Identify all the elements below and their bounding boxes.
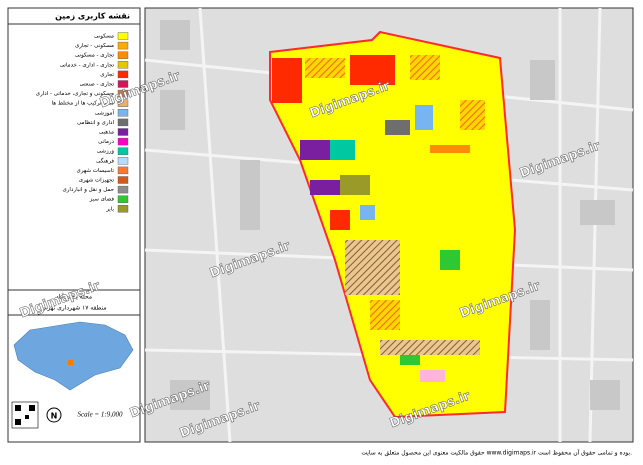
footer: حقوق مالکیت معنوی این محصول متعلق به سای… [361, 448, 632, 457]
legend-swatch [117, 89, 129, 98]
legend-swatch [117, 137, 129, 146]
legend-label: تجهیزات شهری [79, 178, 115, 184]
legend-label: درمانی [98, 139, 114, 145]
legend-swatch [117, 109, 129, 117]
legend-swatch [117, 157, 129, 165]
legend-label: اداری و انتظامی [77, 120, 115, 126]
legend-title: نقشه کاربری زمین [55, 12, 130, 21]
legend-label: بایر [105, 206, 114, 212]
inset-map [13, 321, 134, 391]
legend-label: ورزشی [97, 149, 115, 155]
legend-items: مسکونی مسکونی - تجاری تجاری - مسکونی تجاری … [36, 32, 129, 213]
neighborhood: محله یافت آباد [56, 292, 92, 301]
legend-label: تاسیسات شهری [77, 168, 115, 174]
scale: Scale = 1:9,000 [78, 411, 123, 419]
legend-swatch [117, 176, 129, 184]
north-arrow [46, 407, 62, 423]
legend-label: مسکونی - تجاری [75, 42, 114, 49]
legend-swatch [117, 99, 129, 107]
legend-swatch [117, 118, 129, 127]
legend-label: تجاری - صنعتی [80, 82, 115, 88]
legend-swatch [117, 185, 129, 194]
district: منطقه ۱۷ شهرداری تهران [41, 305, 106, 312]
legend-swatch [117, 80, 129, 88]
blocks [160, 20, 620, 410]
legend-swatch [117, 166, 129, 175]
legend-label: فضای سبز [89, 197, 115, 203]
legend-label: حمل و نقل و انبارداری [62, 187, 114, 193]
legend-swatch [117, 128, 129, 136]
legend-swatch [117, 32, 129, 40]
north-label: N [51, 412, 58, 421]
legend-swatch [117, 147, 129, 155]
legend-label: سایر ترکیب ها از مختلط ها [52, 100, 115, 107]
legend-swatch [117, 61, 129, 69]
legend-label: فرهنگی [96, 157, 114, 164]
legend-label: آموزشی [95, 109, 115, 116]
inset-location [68, 360, 73, 365]
legend-swatch [117, 70, 129, 79]
legend-label: تجاری [100, 72, 114, 78]
legend-label: مذهبی [99, 130, 114, 136]
legend-swatch [117, 41, 129, 50]
legend-label: تجاری - مسکونی [75, 52, 115, 59]
parcels [272, 55, 485, 382]
legend-swatch [117, 51, 129, 59]
legend-label: تجاری - اداری - خدماتی [60, 62, 115, 68]
legend-swatch [117, 195, 129, 203]
legend-label: مسکونی و تجاری، خدماتی - اداری [36, 90, 114, 97]
legend-swatch [117, 205, 129, 213]
district-boundary [269, 30, 517, 419]
legend-label: مسکونی [94, 33, 114, 40]
